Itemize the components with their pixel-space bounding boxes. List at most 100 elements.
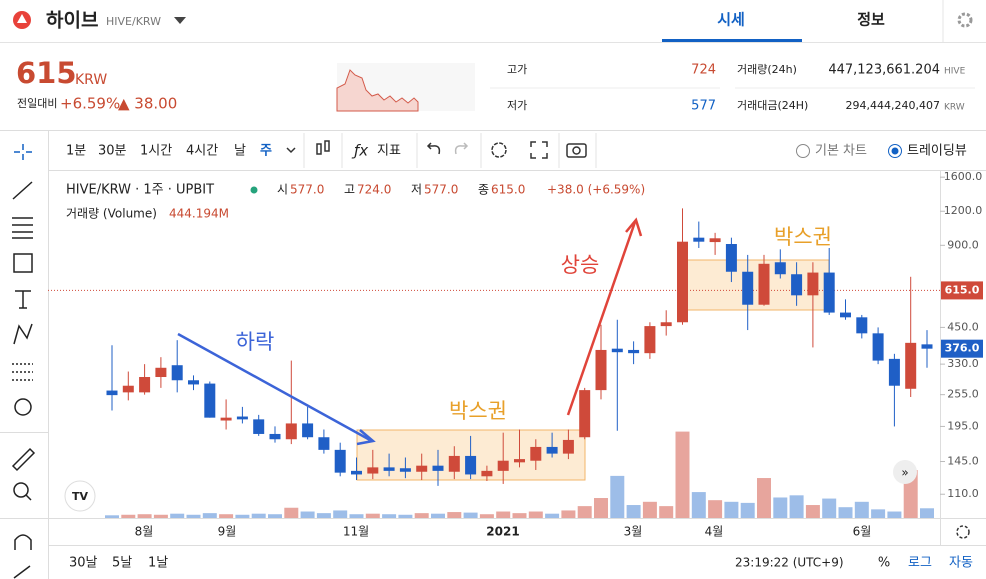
fullscreen-icon[interactable] [530, 141, 548, 159]
candle-body [318, 437, 330, 450]
clock: 23:19:22 (UTC+9) [735, 556, 844, 570]
volume-bar [496, 511, 511, 518]
candle-body [644, 326, 656, 354]
dropdown-caret[interactable] [174, 17, 186, 24]
x-tick-label: 9월 [218, 525, 237, 539]
stat-value: 577 [691, 99, 716, 114]
tab[interactable]: 정보 [857, 11, 885, 29]
candle-body [416, 465, 428, 472]
legend-volume-label: 거래량 (Volume) [66, 207, 157, 221]
change-label: 전일대비 [17, 96, 57, 110]
pencil-tool[interactable] [13, 565, 31, 579]
magnet-tool[interactable] [14, 534, 32, 550]
candle-icon[interactable] [316, 140, 330, 155]
stat-value: 447,123,661.204 [828, 63, 940, 78]
range-button[interactable]: 1날 [148, 556, 168, 571]
range-button[interactable]: 5날 [112, 556, 132, 571]
y-tick-label: 1600.0 [944, 170, 983, 183]
candle-body [888, 358, 900, 386]
interval[interactable]: 날 [234, 144, 246, 159]
stat-label: 고가 [507, 63, 527, 76]
projection-tool[interactable] [12, 363, 33, 381]
volume-bar [235, 514, 250, 518]
chart-mode[interactable]: 트레이딩뷰 [907, 144, 967, 159]
logo-mark [17, 14, 27, 23]
interval[interactable]: 주 [260, 144, 272, 159]
ruler-tool[interactable] [11, 447, 36, 472]
axis-option[interactable]: % [878, 556, 890, 571]
y-tick-label: 110.0 [947, 487, 979, 500]
trend-tool[interactable] [12, 181, 33, 200]
x-tick-label: 3월 [624, 525, 643, 539]
scroll-icon: » [901, 466, 908, 480]
price-unit: KRW [75, 72, 107, 88]
status-dot [250, 186, 258, 194]
tv-logo[interactable] [64, 480, 96, 512]
volume-bar [447, 512, 462, 518]
volume-bar [626, 505, 641, 518]
axis-option[interactable]: 로그 [908, 556, 932, 571]
volume-bar [300, 511, 315, 518]
box-range [685, 259, 830, 311]
settings-icon[interactable] [957, 12, 973, 28]
zoom-handle [25, 494, 32, 501]
volume-bar [871, 509, 886, 518]
volume-bar [268, 514, 282, 518]
pattern-tool[interactable] [13, 323, 33, 345]
volume-bar [642, 501, 657, 518]
shape-tool[interactable] [13, 253, 33, 273]
y-tick-label: 900.0 [947, 238, 979, 251]
undo-icon[interactable] [426, 142, 441, 155]
candle-body [595, 349, 607, 391]
y-tick-label: 145.0 [947, 455, 979, 468]
candle-body [236, 416, 248, 420]
fx-icon[interactable]: ƒx [351, 142, 368, 160]
radio[interactable] [796, 144, 810, 158]
chart-mode[interactable]: 기본 차트 [815, 144, 867, 159]
change-amount: ▲ 38.00 [118, 95, 177, 113]
volume-bar [610, 475, 625, 518]
plot [48, 208, 940, 518]
interval[interactable]: 1분 [66, 144, 86, 159]
redo-icon[interactable] [454, 142, 469, 155]
zoom-tool[interactable] [13, 482, 29, 498]
interval[interactable]: 4시간 [186, 144, 218, 159]
annotation: 박스권 [449, 399, 507, 423]
text-tool[interactable] [15, 290, 31, 309]
scroll-button[interactable] [893, 460, 917, 484]
volume-bar [528, 511, 543, 518]
volume-bar [691, 492, 706, 518]
candle-body [725, 244, 737, 272]
candle-body [171, 365, 183, 381]
volume-bar [333, 510, 348, 518]
crosshair-tool[interactable] [14, 144, 32, 160]
candle-body [367, 467, 379, 474]
emoji-tool[interactable] [14, 398, 32, 416]
volume-bar [463, 512, 478, 518]
price-marker-label: 615.0 [945, 283, 980, 296]
x-tick-label: 2021 [486, 525, 519, 539]
radio[interactable] [888, 144, 902, 158]
volume-bar [170, 513, 185, 518]
volume-bar [740, 502, 755, 518]
volume-bar [724, 501, 739, 518]
range-button[interactable]: 30날 [69, 556, 98, 571]
axis-settings[interactable] [956, 525, 970, 539]
volume-bar [822, 498, 837, 518]
tab[interactable]: 시세 [717, 11, 745, 29]
interval[interactable]: 30분 [98, 144, 127, 159]
axis-option[interactable]: 자동 [949, 556, 973, 571]
candle-body [204, 383, 216, 418]
volume-bar [594, 498, 608, 518]
indicator-button[interactable]: 지표 [377, 144, 401, 159]
settings-icon[interactable] [491, 142, 507, 158]
volume-bar [202, 513, 217, 518]
candle-body [660, 322, 672, 327]
volume-bar [284, 507, 299, 518]
interval[interactable]: 1시간 [140, 144, 172, 159]
volume-bar [365, 513, 380, 518]
fib-tool[interactable] [12, 217, 33, 239]
annotation: 박스권 [774, 225, 832, 249]
camera-icon[interactable] [566, 143, 587, 158]
chevron[interactable] [286, 147, 296, 154]
